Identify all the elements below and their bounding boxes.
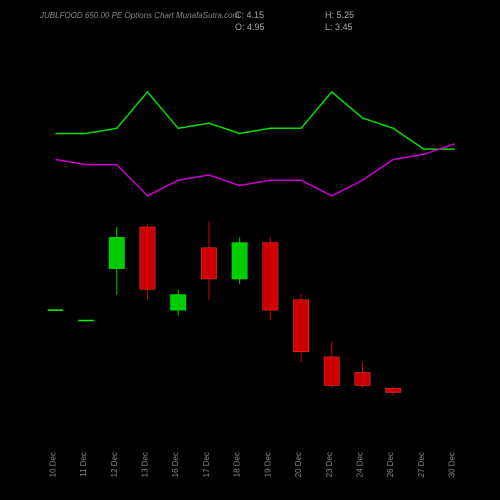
x-axis-label: 19 Dec	[263, 452, 272, 477]
x-axis-label: 11 Dec	[79, 452, 88, 477]
x-axis-label: 10 Dec	[48, 452, 57, 477]
candle-body	[355, 372, 370, 385]
candle-body	[232, 243, 247, 279]
stat-close: C: 4.15	[235, 10, 264, 20]
x-axis-label: 12 Dec	[110, 452, 119, 477]
stat-high: H: 5.25	[325, 10, 354, 20]
x-axis-label: 26 Dec	[386, 452, 395, 477]
x-axis-label: 18 Dec	[233, 452, 242, 477]
x-axis-label: 27 Dec	[417, 452, 426, 477]
chart-background	[0, 0, 500, 500]
x-axis-label: 23 Dec	[325, 452, 334, 477]
x-axis-label: 16 Dec	[171, 452, 180, 477]
chart-title: JUBLFOOD 650.00 PE Options Chart MunafaS…	[39, 11, 240, 20]
x-axis-label: 20 Dec	[294, 452, 303, 477]
stat-open: O: 4.95	[235, 22, 265, 32]
x-axis-label: 24 Dec	[356, 452, 365, 477]
candle-body	[171, 295, 186, 311]
candle-body	[324, 357, 339, 386]
candle-body	[109, 237, 124, 268]
candle-body	[293, 300, 308, 352]
x-axis-label: 30 Dec	[448, 452, 457, 477]
stat-low: L: 3.45	[325, 22, 353, 32]
x-axis-label: 17 Dec	[202, 452, 211, 477]
candle-body	[201, 248, 216, 279]
x-axis-label: 13 Dec	[141, 452, 150, 477]
candle-body	[263, 243, 278, 311]
candle-body	[140, 227, 155, 289]
candle-body	[386, 388, 401, 392]
